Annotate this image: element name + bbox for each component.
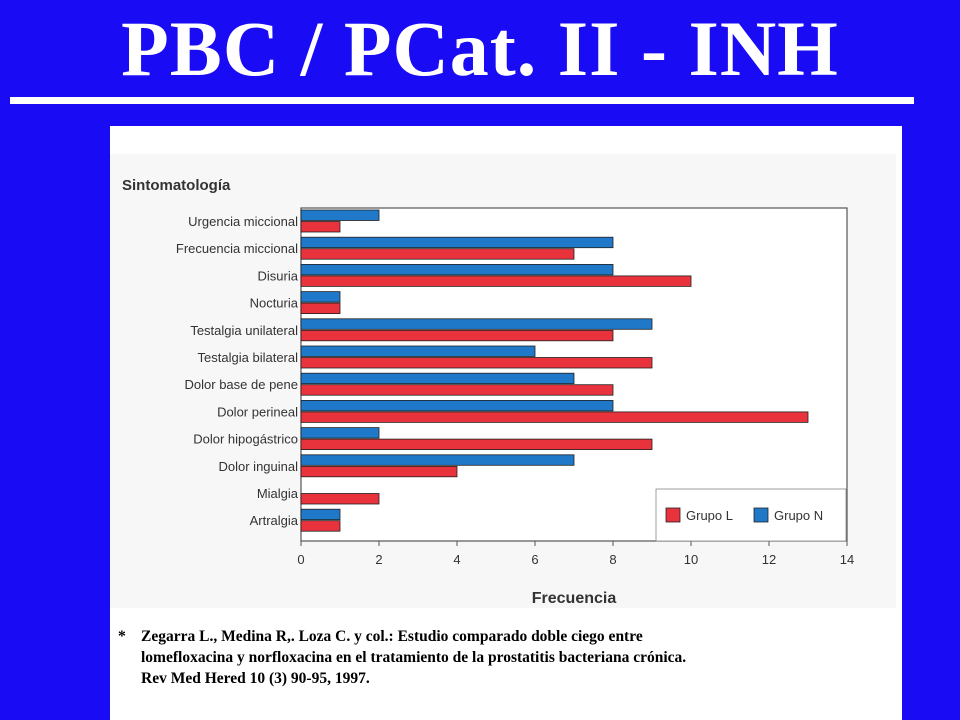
bar-grupo-l — [300, 357, 653, 369]
x-tick-label: 14 — [840, 552, 854, 567]
bar-grupo-l — [300, 465, 458, 478]
bar-grupo-l — [300, 329, 614, 342]
bar-grupo-n — [300, 263, 614, 276]
bar-grupo-n — [300, 454, 575, 466]
category-label: Dolor base de pene — [185, 377, 298, 392]
bar-grupo-n — [300, 399, 614, 412]
category-label: Artralgia — [250, 513, 299, 528]
citation-line: lomefloxacina y norfloxacina en el trata… — [141, 649, 687, 666]
bar-grupo-n — [300, 427, 380, 439]
bar-grupo-n — [300, 236, 614, 249]
x-axis-ticks: 0 2 4 6 8 10 12 14 — [297, 541, 854, 567]
citation-line: Zegarra L., Medina R,. Loza C. y col.: E… — [141, 628, 643, 645]
bar-grupo-l — [300, 493, 380, 505]
category-label: Urgencia miccional — [188, 214, 298, 229]
bar-grupo-n — [300, 372, 575, 385]
x-tick-label: 0 — [297, 552, 304, 567]
category-labels: Urgencia miccional Frecuencia miccional Di… — [176, 214, 299, 528]
x-tick-label: 8 — [609, 552, 616, 567]
x-tick-label: 10 — [684, 552, 698, 567]
x-tick-label: 2 — [375, 552, 382, 567]
title-underline — [10, 97, 914, 104]
citation-line: Rev Med Hered 10 (3) 90-95, 1997. — [141, 670, 370, 687]
bar-grupo-n — [300, 508, 341, 521]
bar-grupo-l — [300, 275, 692, 287]
category-label: Testalgia bilateral — [198, 350, 299, 365]
category-label: Dolor inguinal — [219, 459, 299, 474]
bar-chart: Sintomatología Urgencia miccional Frecuen… — [110, 126, 902, 626]
slide-title: PBC / PCat. II - INH — [121, 5, 839, 92]
chart-title: Sintomatología — [122, 177, 231, 194]
legend: Grupo L Grupo N — [655, 488, 847, 542]
bar-grupo-l — [300, 520, 341, 532]
bar-grupo-l — [300, 411, 809, 423]
category-label: Nocturia — [250, 296, 299, 311]
bar-grupo-l — [300, 248, 575, 260]
category-label: Dolor perineal — [217, 404, 298, 419]
bar-grupo-n — [300, 291, 341, 303]
bar-grupo-n — [300, 209, 380, 221]
legend-swatch — [665, 507, 681, 523]
category-label: Disuria — [258, 268, 299, 283]
legend-label: Grupo L — [686, 508, 733, 523]
bar-grupo-l — [300, 221, 341, 233]
category-label: Testalgia unilateral — [190, 323, 298, 338]
category-label: Mialgia — [257, 486, 299, 501]
bar-grupo-n — [300, 318, 653, 330]
category-label: Dolor hipogástrico — [193, 432, 298, 447]
bar-grupo-l — [300, 302, 341, 315]
legend-swatch — [753, 507, 769, 523]
bars-layer — [300, 209, 809, 532]
bar-grupo-l — [300, 438, 653, 451]
x-tick-label: 4 — [453, 552, 460, 567]
x-tick-label: 12 — [762, 552, 776, 567]
x-axis-label: Frecuencia — [532, 590, 617, 607]
x-tick-label: 6 — [531, 552, 538, 567]
legend-label: Grupo N — [774, 508, 823, 523]
chart-panel: Sintomatología Urgencia miccional Frecuen… — [110, 126, 902, 720]
bar-grupo-l — [300, 384, 614, 396]
citation-marker: * — [118, 628, 126, 645]
bar-grupo-n — [300, 345, 536, 357]
category-label: Frecuencia miccional — [176, 241, 298, 256]
